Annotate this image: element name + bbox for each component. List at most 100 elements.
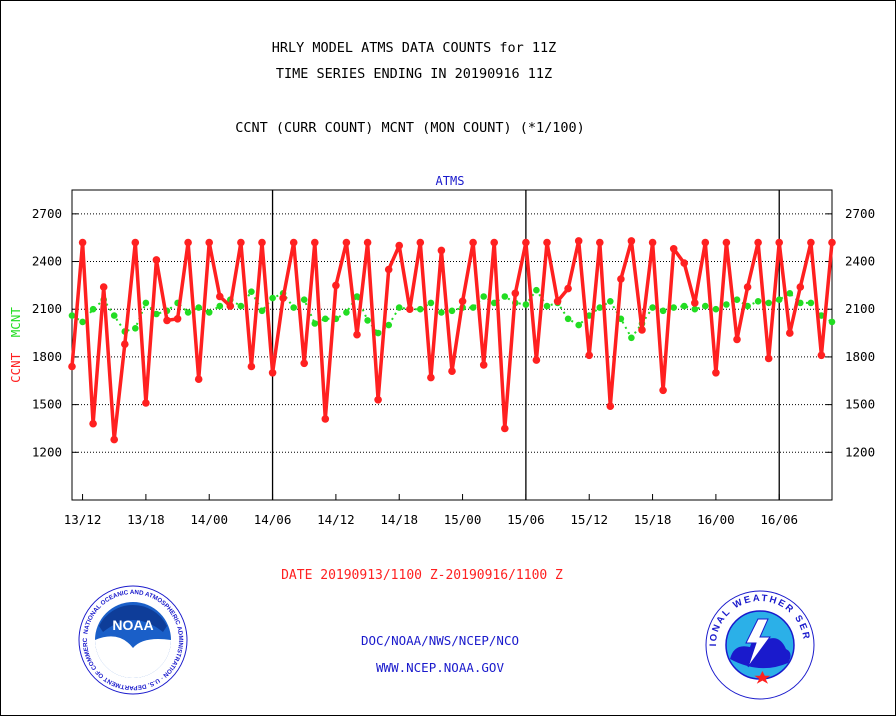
data-point-ccnt (691, 299, 699, 307)
data-point-ccnt (532, 356, 541, 364)
data-point-ccnt (279, 294, 287, 302)
data-point-mcnt (522, 301, 530, 308)
data-point-ccnt (648, 238, 657, 247)
data-point-mcnt (786, 290, 794, 297)
data-point-mcnt (300, 296, 308, 304)
data-point-mcnt (364, 317, 371, 324)
data-point-ccnt (722, 238, 731, 247)
y-tick-label: 2100 (845, 301, 875, 316)
data-point-ccnt (501, 424, 509, 433)
star-icon (754, 671, 771, 684)
data-point-ccnt (78, 238, 87, 247)
series-ccnt (68, 237, 836, 444)
x-tick-label: 14/00 (190, 512, 228, 527)
panel-label: ATMS (436, 174, 465, 188)
y-tick-label: 1500 (845, 397, 875, 412)
data-point-mcnt (89, 305, 97, 313)
data-point-mcnt (195, 304, 202, 311)
data-point-ccnt (596, 238, 604, 247)
data-point-ccnt (712, 369, 720, 377)
data-point-mcnt (691, 305, 699, 313)
data-point-mcnt (343, 309, 350, 316)
data-point-mcnt (533, 286, 540, 294)
data-point-mcnt (142, 299, 150, 307)
data-point-mcnt (248, 288, 255, 296)
x-tick-label: 16/06 (760, 512, 798, 527)
data-point-ccnt (775, 238, 783, 247)
nws-logo: NATIONAL WEATHER SERVICE (705, 590, 815, 700)
data-point-ccnt (205, 238, 213, 247)
y-tick-label: 2400 (32, 254, 62, 269)
data-point-ccnt (258, 238, 266, 247)
data-point-mcnt (501, 293, 509, 300)
data-point-ccnt (237, 238, 245, 247)
data-point-mcnt (564, 315, 572, 323)
credit-website: WWW.NCEP.NOAA.GOV (376, 660, 504, 675)
date-range: DATE 20190913/1100 Z-20190916/1100 Z (281, 568, 563, 583)
data-point-ccnt (163, 316, 171, 325)
data-point-ccnt (796, 283, 805, 291)
y-tick-label: 1200 (32, 444, 62, 459)
data-point-ccnt (121, 340, 129, 349)
data-point-mcnt (448, 307, 456, 315)
data-point-mcnt (670, 304, 677, 311)
x-tick-label: 14/18 (380, 512, 418, 527)
y-tick-label: 2100 (32, 301, 62, 316)
x-tick-label: 15/12 (570, 512, 608, 527)
data-point-mcnt (79, 318, 86, 326)
data-point-ccnt (733, 335, 741, 344)
data-point-ccnt (627, 237, 636, 245)
data-point-ccnt (89, 419, 97, 428)
data-point-mcnt (543, 302, 551, 310)
data-point-ccnt (807, 238, 815, 247)
data-point-ccnt (226, 302, 235, 310)
noaa-logo-text: NOAA (112, 617, 153, 633)
data-point-ccnt (458, 297, 467, 306)
data-point-ccnt (427, 373, 435, 382)
data-point-ccnt (416, 238, 425, 247)
data-point-mcnt (438, 309, 445, 316)
y-axis-label: CCNT MCNT (8, 307, 23, 383)
data-point-ccnt (68, 362, 76, 371)
data-point-mcnt (680, 302, 688, 310)
x-tick-label: 13/18 (127, 512, 165, 527)
y-label-mcnt: MCNT (8, 307, 23, 338)
data-point-mcnt (775, 296, 783, 304)
data-point-mcnt (353, 293, 361, 300)
data-point-ccnt (511, 289, 520, 298)
data-point-ccnt (743, 283, 752, 291)
data-point-ccnt (311, 238, 319, 247)
data-point-ccnt (585, 351, 593, 360)
data-point-mcnt (417, 305, 424, 313)
data-point-ccnt (817, 351, 826, 360)
x-tick-label: 15/00 (444, 512, 482, 527)
data-point-ccnt (99, 283, 108, 291)
data-point-mcnt (607, 298, 614, 305)
data-point-ccnt (437, 246, 446, 255)
data-point-ccnt (522, 238, 530, 247)
data-point-ccnt (194, 375, 203, 384)
data-point-mcnt (628, 334, 635, 342)
data-point-ccnt (142, 399, 150, 407)
data-point-mcnt (828, 318, 836, 326)
data-point-ccnt (553, 297, 562, 306)
data-point-ccnt (184, 238, 192, 247)
data-point-ccnt (574, 237, 583, 245)
data-point-mcnt (575, 321, 582, 329)
data-point-ccnt (374, 396, 382, 404)
data-point-ccnt (363, 238, 372, 247)
data-point-mcnt (659, 307, 667, 315)
x-tick-label: 16/00 (697, 512, 735, 527)
data-point-ccnt (786, 329, 794, 337)
noaa-logo: NOAA NATIONAL OCEANIC AND ATMOSPHERIC AD… (78, 585, 188, 695)
y-tick-label: 1200 (845, 444, 875, 459)
data-point-ccnt (469, 238, 477, 247)
data-point-mcnt (649, 304, 656, 311)
data-point-ccnt (289, 238, 298, 247)
data-point-ccnt (479, 361, 488, 369)
data-point-mcnt (237, 302, 245, 310)
data-point-mcnt (258, 307, 266, 315)
data-point-ccnt (268, 369, 277, 377)
data-point-ccnt (395, 241, 404, 250)
